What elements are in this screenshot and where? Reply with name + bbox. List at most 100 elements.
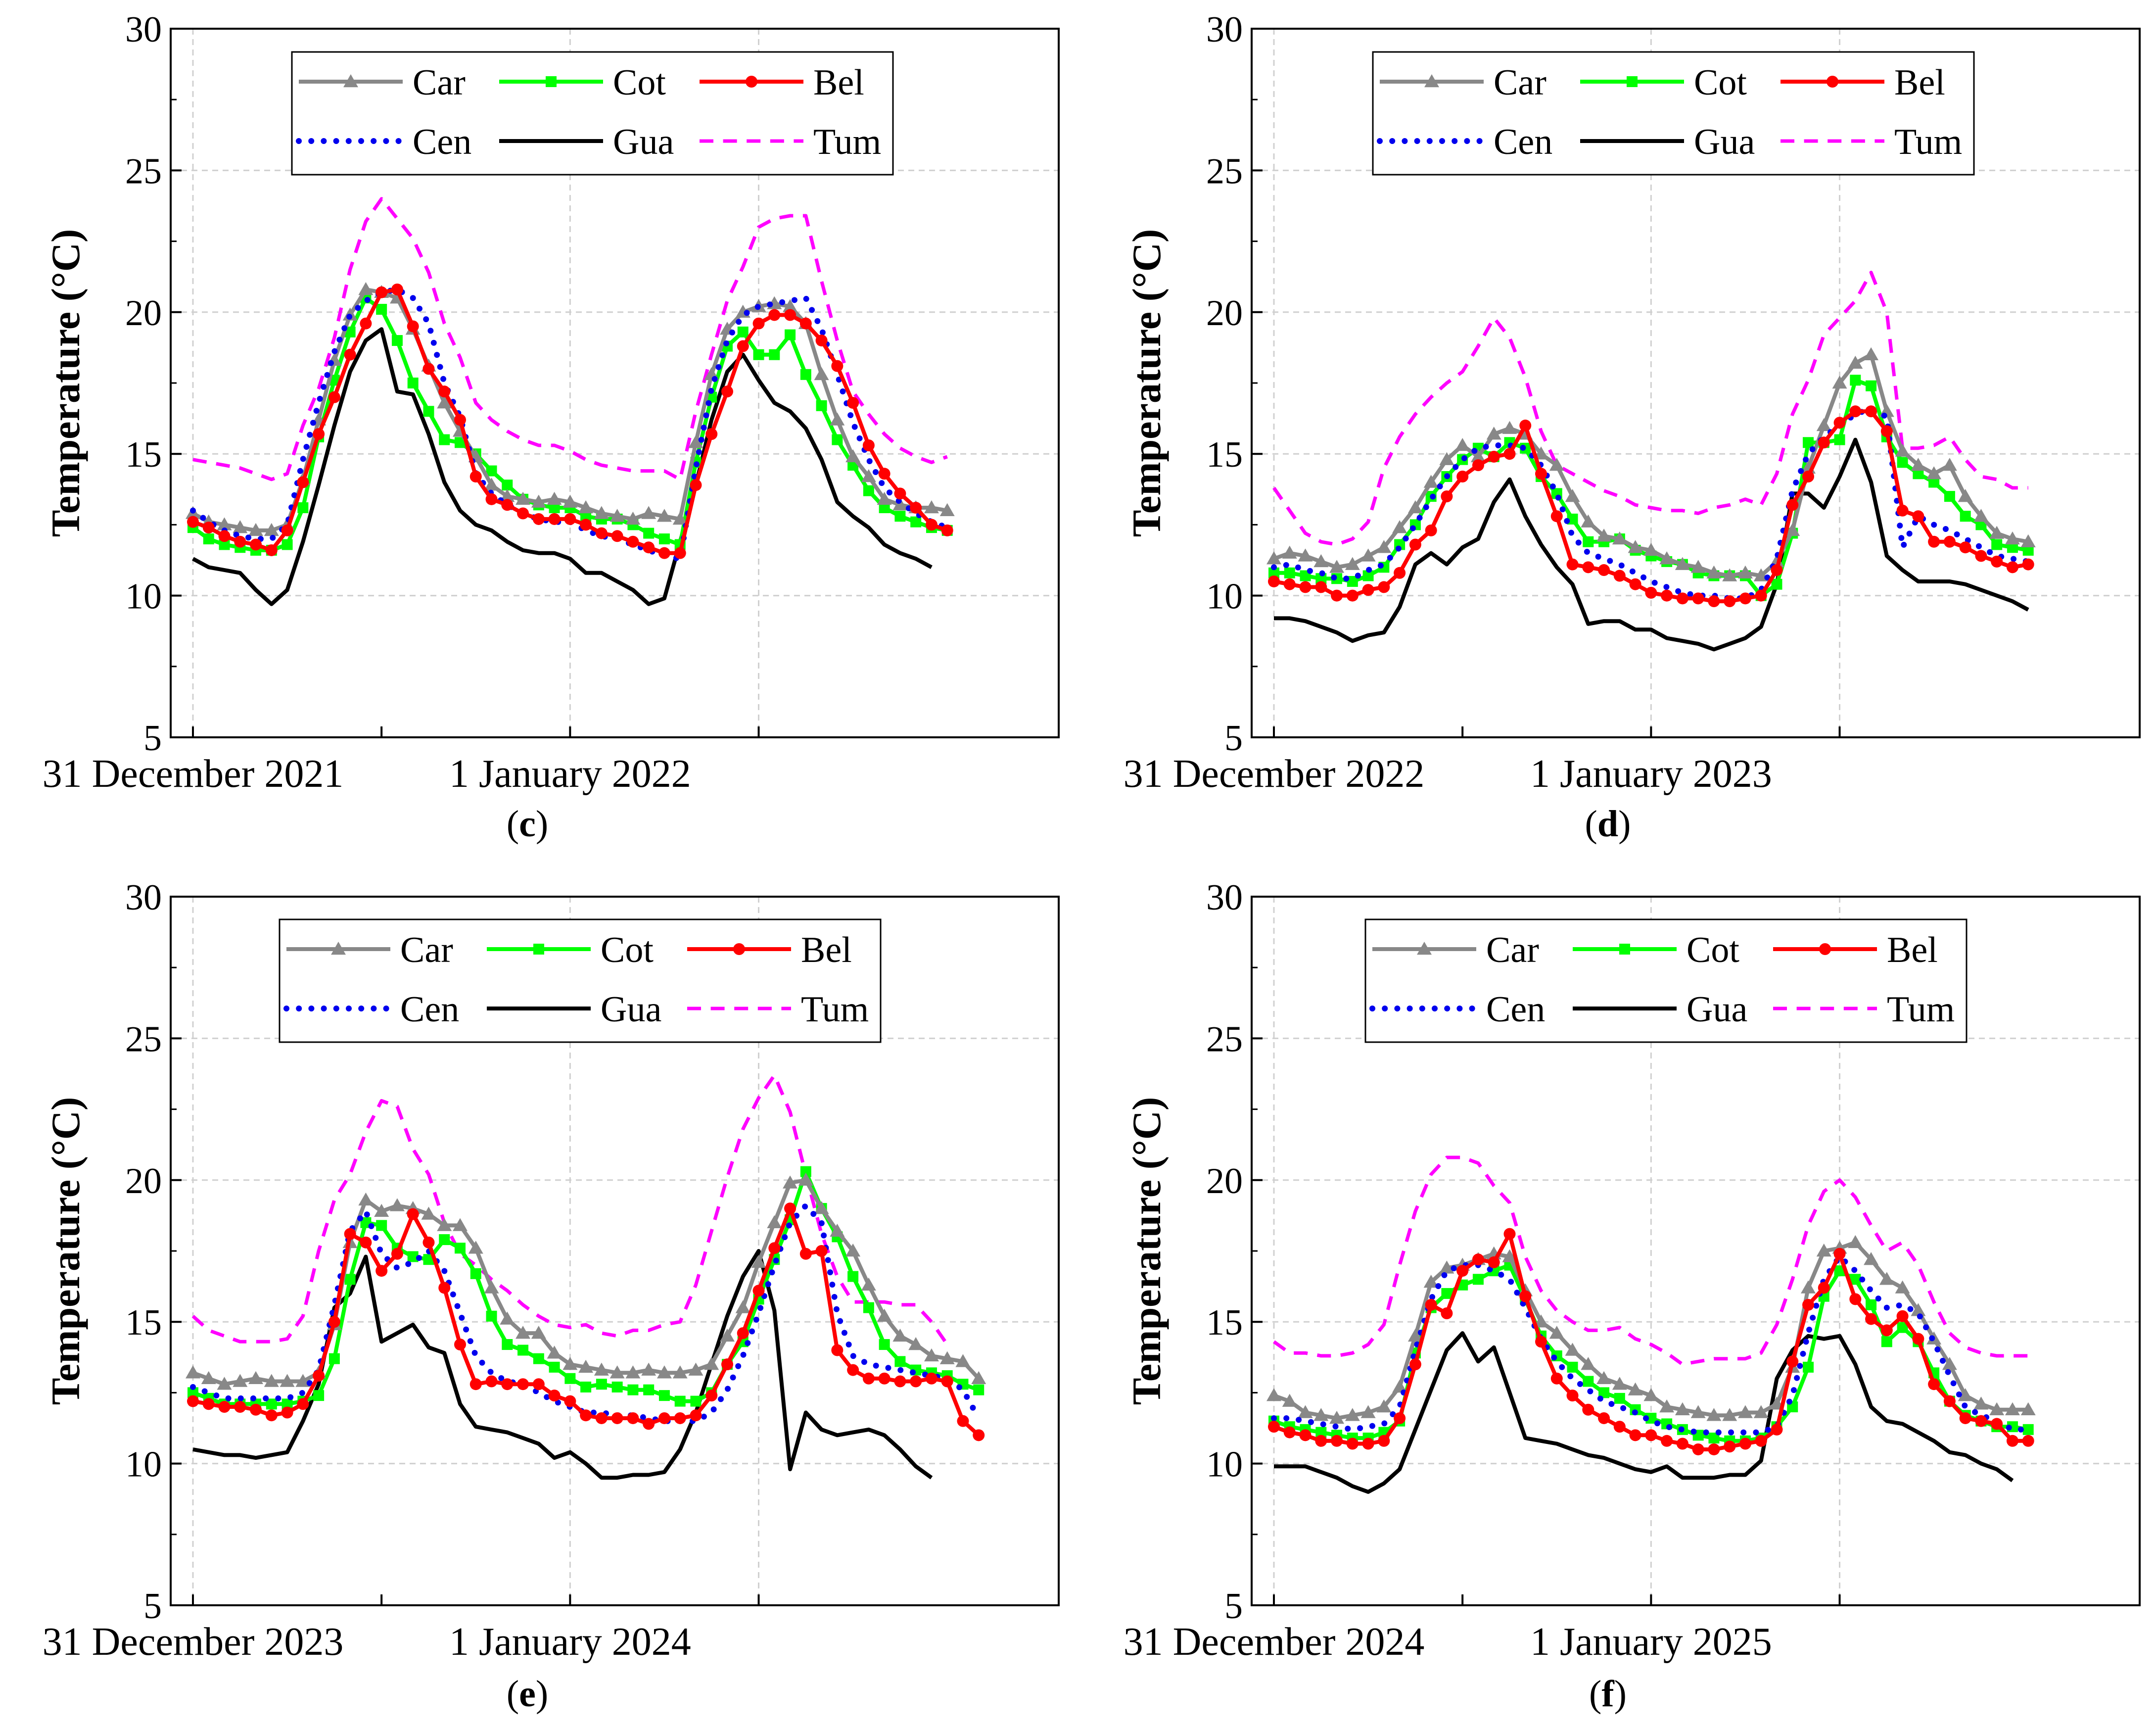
data-point-bel [1645, 1429, 1657, 1441]
data-point-car [1313, 1408, 1329, 1421]
data-point-car [562, 1357, 578, 1370]
data-point-bel [643, 541, 655, 554]
data-point-bel [297, 1398, 309, 1410]
data-point-bel [894, 1375, 906, 1388]
data-point-car [861, 1277, 876, 1291]
data-point-car [280, 1374, 295, 1387]
data-point-car [1848, 1235, 1863, 1248]
y-tick-label: 5 [143, 718, 162, 759]
series-line-cen [1271, 405, 2031, 602]
data-point-car [516, 491, 531, 505]
data-point-bel [1519, 1290, 1532, 1302]
legend-marker [1827, 76, 1838, 88]
data-point-bel [690, 1409, 702, 1422]
data-point-bel [1802, 1298, 1814, 1311]
data-point-cot [564, 1373, 576, 1384]
data-point-bel [831, 360, 844, 372]
legend-label: Gua [613, 122, 674, 162]
data-point-car [939, 503, 955, 517]
data-point-cot [1347, 576, 1358, 587]
legend-item-cen: Cen [1377, 122, 1552, 162]
data-point-car [1392, 1379, 1407, 1393]
data-point-bel [1456, 1265, 1469, 1277]
data-point-bel [1441, 1307, 1453, 1320]
data-point-cot [800, 369, 811, 380]
data-point-car [1266, 1388, 1281, 1401]
data-point-car [1848, 355, 1863, 369]
data-point-cot [1583, 1376, 1594, 1387]
data-point-cot [1991, 539, 2003, 550]
data-point-bel [313, 1370, 325, 1382]
data-point-car [217, 517, 232, 530]
data-point-bel [1645, 586, 1657, 599]
data-point-bel [862, 1372, 875, 1385]
data-point-car [924, 500, 939, 514]
y-tick-label: 5 [1224, 1586, 1243, 1627]
series-line-gua [192, 327, 933, 606]
y-axis-title: Temperature (°C) [43, 229, 88, 537]
data-point-car [830, 1223, 845, 1237]
data-point-bel [752, 1285, 765, 1297]
data-point-car [1737, 565, 1753, 579]
legend-item-car: Car [1372, 930, 1539, 970]
data-point-car [830, 412, 845, 426]
data-point-car [1486, 427, 1501, 440]
data-point-car [814, 367, 829, 381]
data-point-bel [187, 516, 199, 528]
data-point-cot [1834, 434, 1845, 445]
data-point-bel [1299, 581, 1312, 593]
legend-marker [343, 74, 358, 88]
data-point-car [248, 1371, 264, 1385]
legend-item-gua: Gua [487, 989, 661, 1030]
data-point-bel [862, 439, 875, 452]
data-point-cot [455, 1243, 466, 1254]
data-point-car [186, 1365, 200, 1379]
data-point-bel [815, 335, 828, 347]
markers-bel [1268, 405, 2034, 608]
data-point-bel [218, 530, 231, 542]
data-point-cot [502, 1339, 513, 1350]
data-point-bel [1975, 550, 1987, 562]
legend-box [291, 51, 894, 176]
data-point-car [421, 1206, 436, 1220]
legend-label: Cot [601, 930, 654, 970]
data-point-cot [973, 1384, 984, 1395]
y-tick-label: 15 [125, 434, 162, 475]
data-point-bel [799, 1248, 812, 1260]
data-point-cot [1268, 567, 1279, 578]
data-point-car [217, 1377, 232, 1390]
data-point-bel [878, 468, 891, 480]
data-point-car [892, 1328, 908, 1342]
data-point-bel [1991, 555, 2003, 568]
y-tick-label: 10 [1206, 1444, 1243, 1485]
data-point-car [1376, 540, 1392, 553]
markers-bel [187, 283, 953, 559]
data-point-bel [1613, 1421, 1626, 1433]
legend-item-car: Car [286, 930, 453, 970]
data-point-bel [1582, 561, 1594, 574]
data-point-car [1895, 443, 1910, 457]
data-point-bel [485, 1375, 498, 1388]
legend-item-car: Car [299, 62, 466, 103]
legend-item-gua: Gua [499, 122, 674, 162]
data-point-bel [1786, 499, 1799, 511]
legend-item-bel: Bel [1781, 62, 1945, 103]
data-point-cot [423, 406, 434, 417]
data-point-car [562, 494, 578, 508]
data-point-bel [297, 476, 309, 488]
data-point-car [845, 1244, 861, 1257]
data-point-cot [533, 1353, 544, 1364]
chart-panel-e: 5 10 15 20 25 30 31 December 2023 1 January 202… [43, 877, 1060, 1715]
legend-label: Bel [813, 62, 864, 103]
data-point-bel [1519, 419, 1532, 432]
data-point-bel [2022, 558, 2034, 571]
y-tick-label: 15 [125, 1302, 162, 1343]
data-point-cot [863, 485, 874, 496]
data-point-car [908, 1337, 924, 1350]
markers-cot [187, 1166, 984, 1410]
data-point-car [1581, 514, 1596, 528]
data-point-cot [486, 465, 497, 477]
data-point-cot [785, 329, 796, 340]
legend-item-car: Car [1380, 62, 1547, 103]
legend-item-tum: Tum [1773, 989, 1955, 1030]
